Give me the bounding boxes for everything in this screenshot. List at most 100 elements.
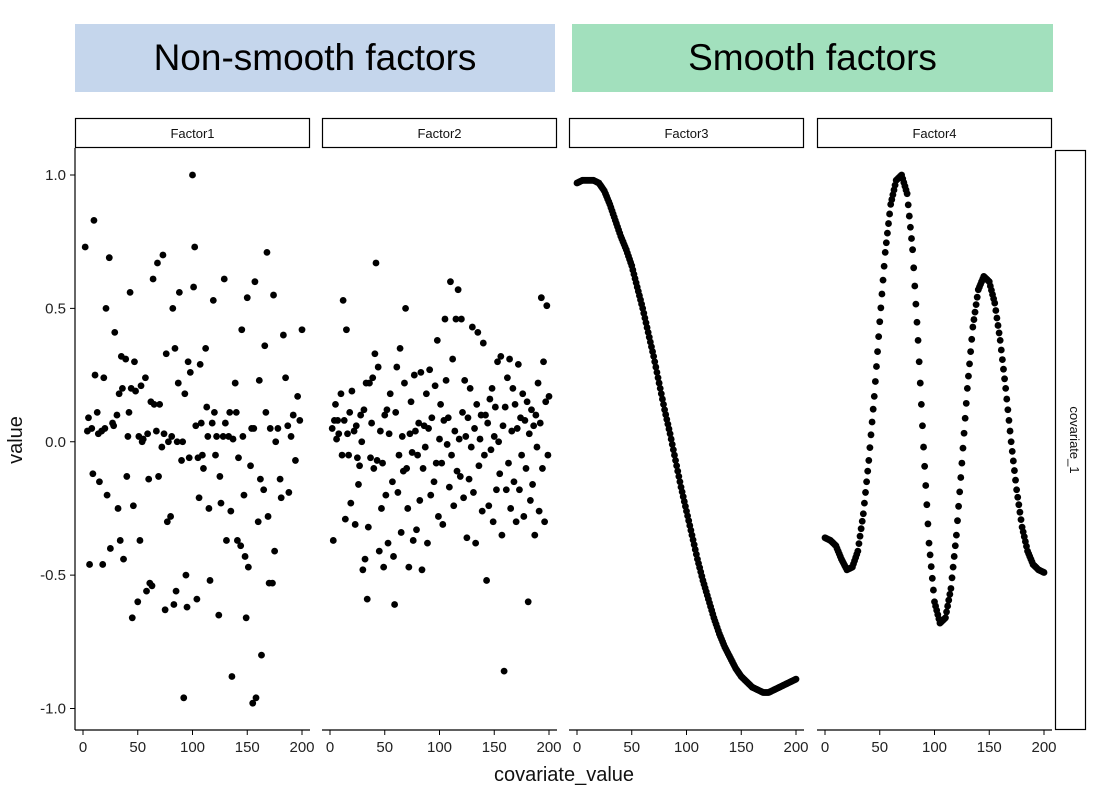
data-point — [231, 379, 239, 387]
data-point — [211, 409, 218, 416]
data-point — [191, 243, 199, 251]
data-point — [991, 299, 999, 307]
data-point — [376, 427, 384, 435]
data-point — [170, 601, 178, 608]
data-point — [868, 418, 876, 426]
data-point — [445, 483, 453, 491]
data-point — [279, 331, 287, 339]
data-point — [328, 425, 336, 432]
data-point — [651, 358, 659, 366]
data-point — [424, 539, 431, 547]
data-point — [1017, 516, 1025, 524]
data-point — [370, 465, 378, 472]
data-point — [427, 491, 435, 499]
data-point — [448, 451, 455, 459]
data-point — [251, 278, 259, 286]
data-point — [162, 350, 170, 358]
data-point — [676, 478, 684, 486]
data-point — [487, 446, 495, 454]
data-point — [99, 561, 107, 568]
data-point — [372, 259, 380, 267]
data-point — [131, 358, 138, 366]
data-point — [233, 537, 241, 544]
data-point — [904, 201, 912, 209]
data-point — [88, 425, 96, 432]
data-point — [243, 294, 251, 302]
data-point — [526, 497, 534, 504]
data-point — [957, 474, 965, 481]
data-point — [401, 379, 408, 387]
data-point — [453, 467, 461, 475]
data-point — [346, 409, 354, 416]
data-point — [657, 390, 665, 398]
data-point — [186, 368, 194, 376]
data-point — [168, 433, 176, 440]
y-tick-label: 0.5 — [45, 300, 66, 317]
data-point — [914, 336, 922, 344]
data-point — [159, 251, 167, 259]
data-point — [344, 430, 351, 438]
data-point — [926, 551, 934, 559]
data-point — [148, 582, 156, 590]
data-point — [254, 518, 262, 526]
data-point — [493, 486, 500, 494]
data-point — [426, 366, 434, 374]
data-point — [287, 433, 295, 440]
x-tick-label: 150 — [977, 739, 1002, 756]
data-point — [373, 457, 381, 464]
data-point — [507, 505, 515, 512]
data-point — [970, 316, 978, 323]
facet-strip-label: Factor4 — [912, 126, 956, 141]
data-point — [271, 547, 279, 555]
data-point — [905, 212, 913, 220]
data-point — [962, 399, 970, 407]
data-point — [865, 457, 873, 464]
x-tick-label: 100 — [922, 739, 947, 756]
data-point — [196, 360, 204, 368]
data-point — [467, 443, 475, 451]
data-point — [357, 411, 365, 419]
data-point — [200, 465, 207, 472]
data-point — [114, 505, 122, 512]
data-point — [998, 356, 1006, 363]
data-point — [113, 411, 121, 419]
data-point — [385, 430, 393, 438]
data-point — [185, 454, 193, 462]
data-point — [120, 555, 127, 563]
data-point — [522, 465, 530, 472]
data-point — [197, 419, 205, 427]
data-point — [174, 379, 182, 387]
data-point — [943, 608, 950, 616]
data-point — [145, 475, 153, 483]
data-point — [858, 517, 866, 525]
data-point — [389, 478, 396, 486]
data-point — [89, 470, 97, 478]
data-point — [1012, 476, 1019, 484]
data-point — [856, 532, 864, 540]
data-point — [876, 318, 884, 326]
data-point — [459, 409, 466, 416]
data-point — [255, 376, 263, 384]
data-point — [355, 481, 362, 488]
data-point — [163, 518, 171, 526]
data-point — [124, 433, 132, 440]
data-point — [959, 444, 967, 452]
data-point — [544, 451, 552, 459]
data-point — [956, 488, 964, 496]
data-point — [209, 296, 217, 304]
data-point — [100, 374, 108, 382]
data-point — [464, 414, 472, 422]
data-point — [85, 414, 92, 422]
data-point — [545, 393, 553, 400]
data-point — [908, 235, 915, 242]
data-point — [134, 598, 142, 606]
data-point — [366, 379, 373, 387]
data-point — [125, 409, 133, 416]
data-point — [855, 540, 863, 548]
data-point — [438, 459, 446, 467]
data-point — [101, 425, 109, 432]
data-point — [928, 574, 936, 582]
data-point — [653, 368, 661, 376]
data-point — [468, 323, 476, 331]
data-point — [414, 451, 421, 459]
